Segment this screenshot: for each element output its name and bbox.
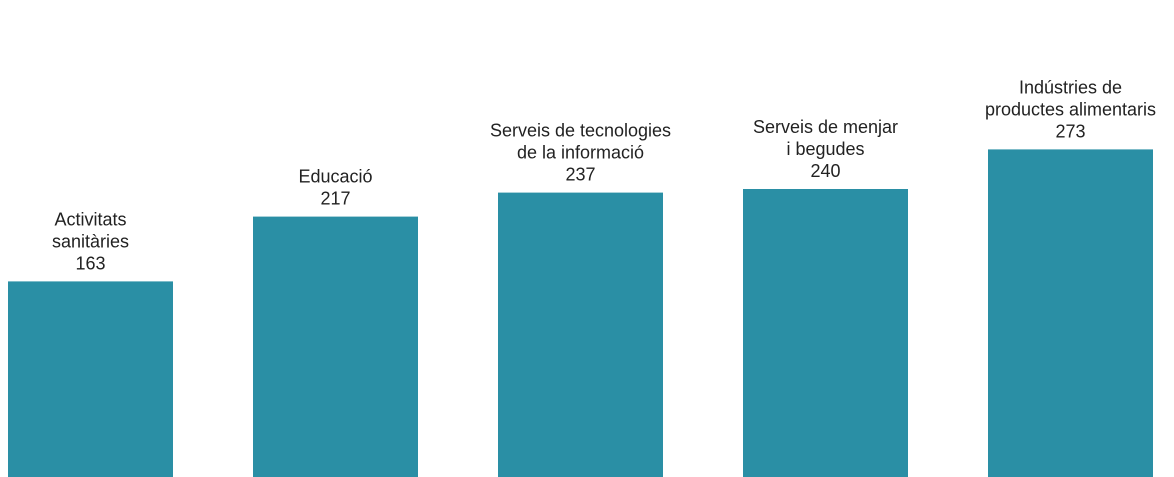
bar-0: [8, 281, 173, 477]
bar-value-label-1: 217: [320, 189, 350, 209]
category-label-4-line-0: Indústries de: [1019, 77, 1122, 97]
bars-group: [8, 149, 1153, 477]
bar-3: [743, 189, 908, 477]
category-label-3-line-1: i begudes: [786, 139, 864, 159]
bar-value-label-3: 240: [810, 161, 840, 181]
category-label-3-line-0: Serveis de menjar: [753, 117, 898, 137]
bar-value-label-0: 163: [75, 253, 105, 273]
category-label-0-line-0: Activitats: [54, 209, 126, 229]
category-label-0-line-1: sanitàries: [52, 231, 129, 251]
bar-1: [253, 216, 418, 477]
category-label-2-line-1: de la informació: [517, 143, 644, 163]
category-label-1-line-0: Educació: [298, 167, 372, 187]
category-label-2-line-0: Serveis de tecnologies: [490, 121, 671, 141]
bar-4: [988, 149, 1153, 477]
category-label-4-line-1: productes alimentaris: [985, 99, 1156, 119]
bar-value-label-2: 237: [565, 165, 595, 185]
bar-2: [498, 192, 663, 477]
bar-value-label-4: 273: [1055, 121, 1085, 141]
